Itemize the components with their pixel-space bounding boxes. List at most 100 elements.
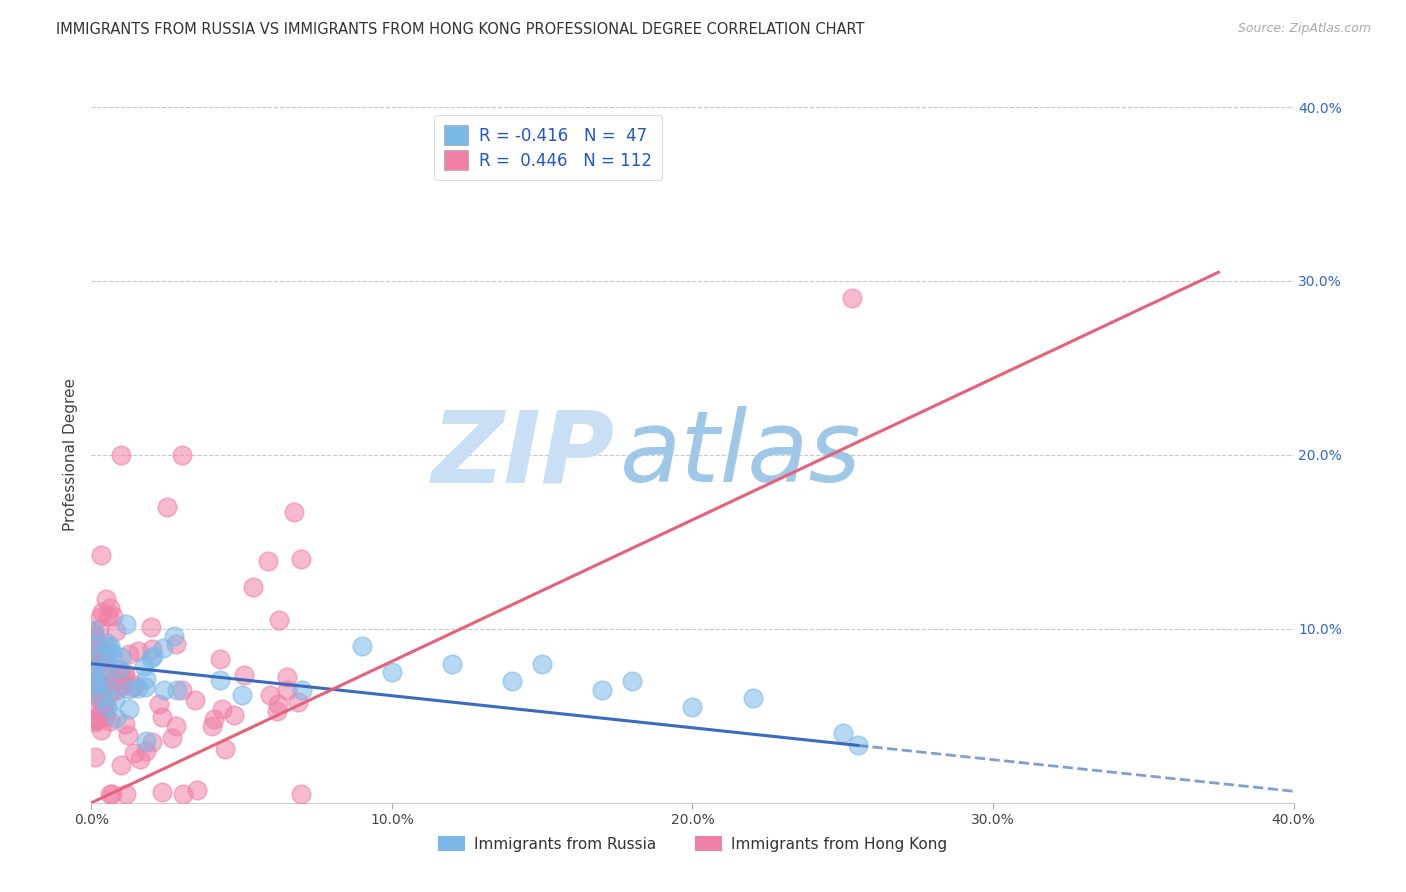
Point <box>846 739 869 753</box>
Text: Source: ZipAtlas.com: Source: ZipAtlas.com <box>1237 22 1371 36</box>
Point <box>741 691 763 706</box>
Point <box>108 664 131 678</box>
Point <box>141 620 163 634</box>
Point <box>232 668 254 682</box>
Point <box>186 782 208 797</box>
Point <box>290 551 312 566</box>
Point <box>83 628 105 642</box>
Point <box>93 660 115 674</box>
Point <box>94 697 117 711</box>
Point <box>98 639 121 653</box>
Point <box>83 624 105 639</box>
Point <box>111 678 134 692</box>
Point <box>214 742 236 756</box>
Point <box>591 682 613 697</box>
Point <box>141 642 163 657</box>
Point <box>153 683 176 698</box>
Point <box>98 686 121 700</box>
Point <box>96 636 118 650</box>
Point <box>127 681 149 696</box>
Point <box>202 712 225 726</box>
Point <box>259 688 281 702</box>
Point <box>83 662 105 676</box>
Point <box>118 647 141 661</box>
Point <box>87 692 110 706</box>
Point <box>276 683 298 698</box>
Point <box>91 704 114 718</box>
Point <box>222 707 245 722</box>
Point <box>93 678 115 692</box>
Y-axis label: Professional Degree: Professional Degree <box>62 378 77 532</box>
Point <box>287 695 309 709</box>
Point <box>172 683 194 698</box>
Point <box>107 662 129 676</box>
Point <box>110 448 132 462</box>
Point <box>681 700 703 714</box>
Point <box>98 644 121 658</box>
Point <box>87 680 110 694</box>
Point <box>91 662 114 676</box>
Point <box>124 747 146 761</box>
Point <box>531 657 554 671</box>
Point <box>87 652 110 666</box>
Point <box>94 591 117 606</box>
Point <box>105 683 128 698</box>
Point <box>110 649 132 664</box>
Point <box>231 688 253 702</box>
Point <box>170 448 193 462</box>
Point <box>132 659 155 673</box>
Point <box>84 713 107 727</box>
Point <box>89 640 111 655</box>
Point <box>276 670 298 684</box>
Point <box>117 702 139 716</box>
Point <box>621 674 644 689</box>
Point <box>381 665 404 680</box>
Point <box>83 637 105 651</box>
Point <box>83 628 105 642</box>
Point <box>91 697 114 711</box>
Point <box>101 675 124 690</box>
Point <box>90 605 112 619</box>
Point <box>84 714 107 729</box>
Point <box>172 787 194 801</box>
Point <box>501 674 523 689</box>
Point <box>208 673 231 687</box>
Point <box>114 717 136 731</box>
Point <box>114 667 136 681</box>
Text: atlas: atlas <box>620 407 862 503</box>
Point <box>162 731 184 746</box>
Point <box>83 673 105 687</box>
Point <box>83 648 105 662</box>
Point <box>83 750 105 764</box>
Point <box>87 713 110 727</box>
Point <box>291 682 314 697</box>
Point <box>83 698 105 712</box>
Point <box>90 653 112 667</box>
Point <box>142 649 165 664</box>
Point <box>83 674 105 689</box>
Point <box>90 723 112 738</box>
Point <box>89 622 111 636</box>
Point <box>98 601 121 615</box>
Point <box>94 667 117 681</box>
Point <box>104 691 127 706</box>
Point <box>135 734 157 748</box>
Point <box>89 678 111 692</box>
Text: IMMIGRANTS FROM RUSSIA VS IMMIGRANTS FROM HONG KONG PROFESSIONAL DEGREE CORRELAT: IMMIGRANTS FROM RUSSIA VS IMMIGRANTS FRO… <box>56 22 865 37</box>
Point <box>97 608 120 623</box>
Point <box>124 678 146 692</box>
Point <box>134 680 156 694</box>
Point <box>94 706 117 720</box>
Point <box>440 657 463 671</box>
Point <box>110 758 132 772</box>
Point <box>117 728 139 742</box>
Point <box>269 613 291 627</box>
Point <box>841 291 863 305</box>
Point <box>211 702 233 716</box>
Point <box>831 726 853 740</box>
Point <box>101 787 124 801</box>
Point <box>163 629 186 643</box>
Point <box>242 580 264 594</box>
Point <box>94 640 117 654</box>
Point <box>290 787 312 801</box>
